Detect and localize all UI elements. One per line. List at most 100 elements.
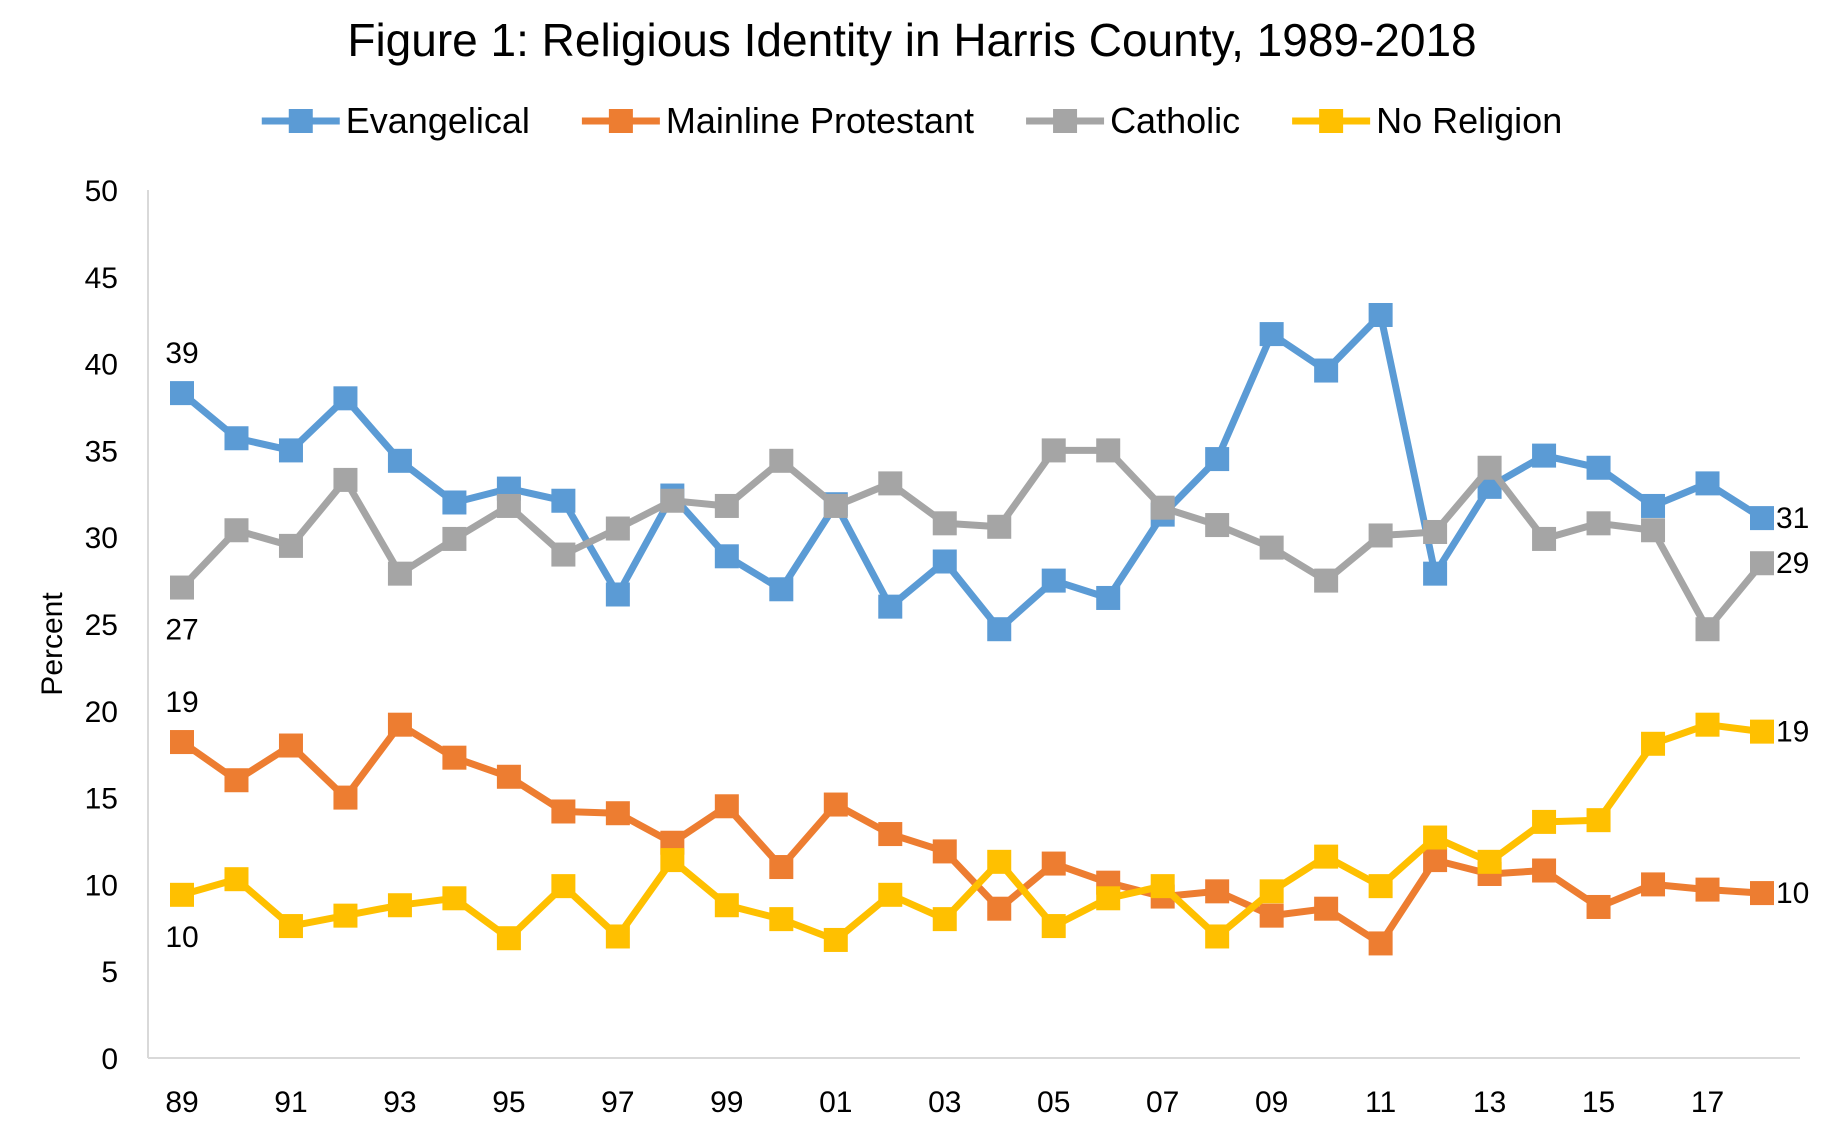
data-point [823,493,848,518]
data-point [1586,511,1611,536]
data-point [605,801,630,826]
data-point [551,542,576,567]
data-point [1314,568,1339,593]
data-point [769,855,794,880]
x-tick-label: 95 [492,1086,525,1119]
data-point [1641,493,1666,518]
data-point [1096,585,1121,610]
data-point [1423,519,1448,544]
data-point [987,617,1012,642]
data-point [442,886,467,911]
x-tick-label: 11 [1365,1086,1396,1119]
data-point [1314,896,1339,921]
data-point [987,896,1012,921]
data-point [1586,455,1611,480]
data-point [1695,877,1720,902]
legend-item: No Religion [1292,100,1562,141]
legend-swatch-marker [288,109,313,133]
data-point [1641,872,1666,897]
data-point [1423,848,1448,873]
data-point [1096,438,1121,463]
data-point [1314,844,1339,869]
data-labels: 39 31 19 10 27 29 10 19 [165,337,1809,954]
legend-item: Evangelical [261,100,530,141]
data-point [714,794,739,819]
series-line [178,311,1766,633]
data-point [1368,931,1393,956]
data-point [333,467,358,492]
data-point [278,914,303,939]
data-point [333,903,358,928]
data-point [1532,809,1557,834]
data-point [1750,719,1774,744]
data-point [1205,879,1230,904]
data-point [1532,858,1557,883]
data-point [1150,495,1175,520]
data-point [333,386,358,411]
data-point [551,799,576,824]
data-point [823,927,848,952]
data-point [660,488,685,513]
data-point [1695,617,1720,642]
y-tick-label: 15 [85,783,118,816]
data-point [1695,712,1720,737]
data-point [932,839,957,864]
legend-swatch-marker [1053,109,1078,133]
data-point [1368,302,1393,327]
data-point [1368,874,1393,899]
data-point [224,426,249,451]
data-point [1750,551,1774,576]
data-point [278,438,303,463]
data-point [1259,903,1284,928]
data-point [714,893,739,918]
data-point [605,516,630,541]
data-point [932,549,957,574]
legend-swatch-marker [1319,109,1344,133]
data-point [224,518,249,543]
data-point [1205,447,1230,472]
data-label: 31 [1776,502,1809,535]
series-catholic [170,438,1774,642]
data-point [1259,535,1284,560]
y-tick-label: 35 [85,435,118,468]
data-point [1477,849,1502,874]
data-point [878,882,903,907]
x-tick-label: 15 [1582,1086,1615,1119]
data-point [387,448,412,473]
data-point [1532,526,1557,551]
data-label: 10 [1776,877,1809,910]
x-tick-label: 99 [710,1086,743,1119]
data-label: 19 [165,686,198,719]
data-point [1041,438,1066,463]
data-point [170,882,194,907]
data-point [278,533,303,558]
data-point [605,582,630,607]
data-point [878,822,903,847]
data-point [1150,874,1175,899]
data-point [769,577,794,602]
data-point [1041,914,1066,939]
data-point [1259,322,1284,347]
x-tick-label: 09 [1255,1086,1288,1119]
x-axis: 89 91 93 95 97 99 01 03 05 07 09 11 13 15 17 [165,1086,1724,1119]
data-point [442,745,467,770]
data-point [605,924,630,949]
x-tick-label: 89 [165,1086,198,1119]
data-point [660,848,685,873]
data-point [551,488,576,513]
y-tick-label: 45 [85,262,118,295]
y-tick-label: 5 [101,956,118,989]
data-point [1205,924,1230,949]
data-point [224,867,249,892]
data-point [987,849,1012,874]
x-tick-label: 13 [1473,1086,1506,1119]
data-point [987,514,1012,539]
x-tick-label: 07 [1146,1086,1179,1119]
data-label: 39 [165,337,198,370]
legend-swatch-marker [608,109,633,133]
data-point [878,594,903,619]
data-point [442,490,467,515]
data-point [1423,561,1448,586]
x-tick-label: 93 [383,1086,416,1119]
